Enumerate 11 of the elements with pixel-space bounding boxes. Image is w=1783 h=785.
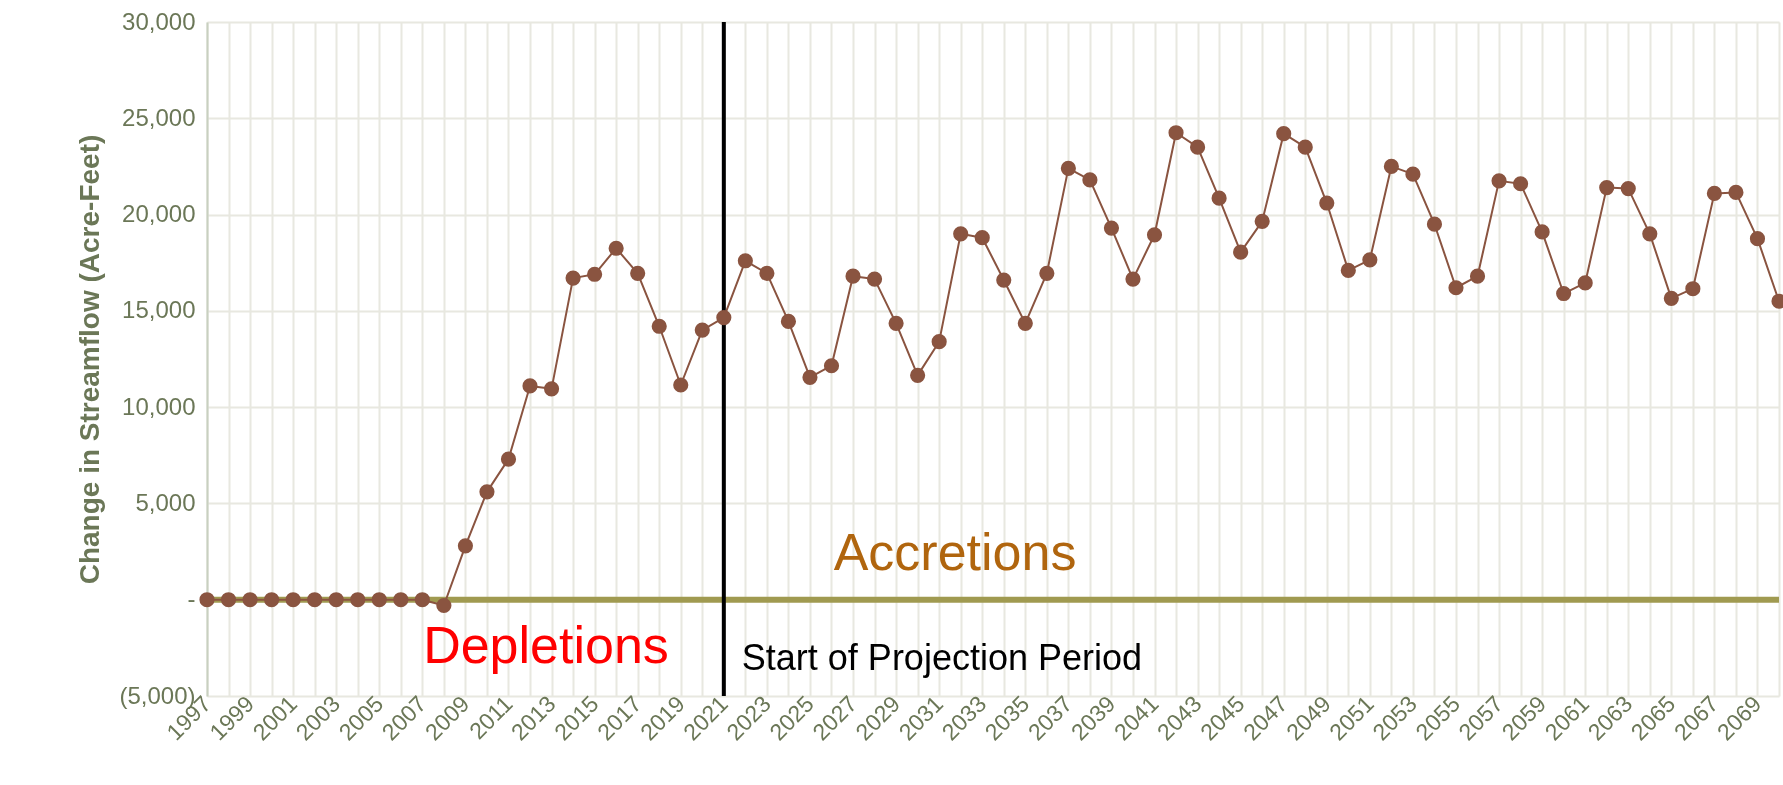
annotation: Depletions — [423, 616, 669, 674]
y-axis-title: Change in Streamflow (Acre-Feet) — [74, 134, 106, 585]
annotation: Accretions — [833, 523, 1077, 581]
y-tick-label: 15,000 — [122, 296, 196, 324]
y-tick-label: 25,000 — [122, 103, 196, 131]
y-tick-label: 20,000 — [122, 200, 196, 228]
y-tick-label: 30,000 — [122, 7, 196, 35]
ref-line-label: Start of Projection Period — [741, 637, 1143, 678]
y-tick-label: 10,000 — [122, 392, 196, 420]
y-tick-label: 5,000 — [135, 488, 196, 516]
y-tick-label: - — [187, 585, 196, 613]
